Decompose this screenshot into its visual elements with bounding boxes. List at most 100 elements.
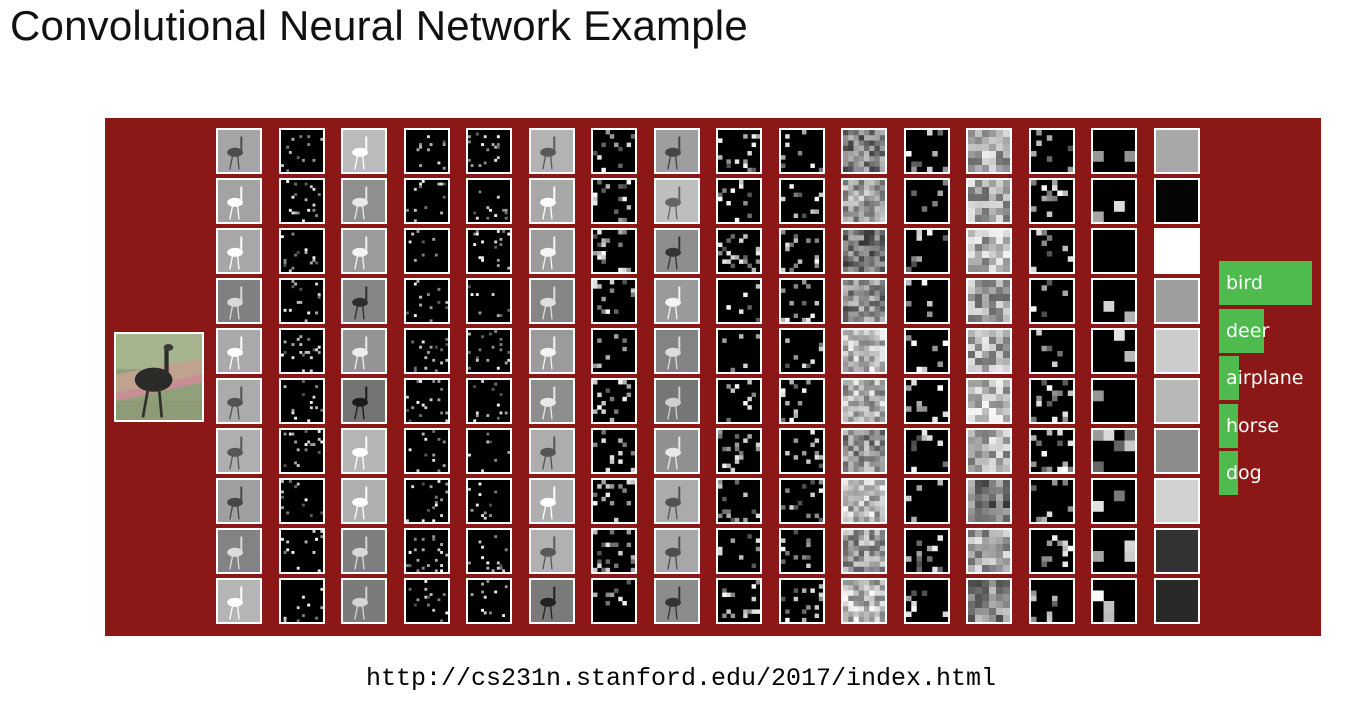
- activation-map-tile: [1153, 178, 1200, 224]
- activation-map-image: [530, 280, 573, 322]
- activation-map-tile: [466, 228, 512, 274]
- activation-map-image: [843, 530, 885, 572]
- activation-map-tile: [778, 378, 825, 424]
- activation-map-image: [655, 580, 698, 622]
- activation-map-image: [968, 380, 1010, 422]
- activation-map-image: [780, 330, 823, 372]
- activation-map-image: [405, 230, 448, 272]
- activation-map-image: [593, 330, 635, 372]
- activation-map-tile: [1091, 228, 1137, 274]
- activation-map-tile: [403, 178, 450, 224]
- activation-map-image: [1093, 430, 1135, 472]
- activation-map-image: [905, 230, 948, 272]
- activation-map-tile: [1028, 328, 1075, 374]
- activation-map-tile: [778, 578, 825, 624]
- activation-map-image: [1155, 580, 1198, 622]
- activation-map-image: [593, 580, 635, 622]
- activation-map-tile: [1028, 178, 1075, 224]
- activation-map-tile: [1153, 228, 1200, 274]
- activation-map-image: [280, 230, 323, 272]
- activation-map-tile: [528, 578, 575, 624]
- activation-map-tile: [403, 278, 450, 324]
- activation-map-image: [530, 180, 573, 222]
- activation-map-image: [218, 280, 260, 322]
- activation-map-image: [843, 380, 885, 422]
- activation-map-tile: [1028, 528, 1075, 574]
- activation-map-image: [530, 530, 573, 572]
- activation-map-tile: [1028, 128, 1075, 174]
- activation-map-image: [905, 430, 948, 472]
- activation-map-tile: [653, 528, 700, 574]
- activation-map-tile: [841, 278, 887, 324]
- activation-map-tile: [841, 328, 887, 374]
- activation-map-image: [1093, 130, 1135, 172]
- activation-map-image: [468, 230, 510, 272]
- activation-map-image: [468, 280, 510, 322]
- activation-map-image: [405, 330, 448, 372]
- activation-map-image: [655, 430, 698, 472]
- activation-map-image: [968, 180, 1010, 222]
- activation-map-tile: [653, 578, 700, 624]
- activation-map-image: [343, 230, 385, 272]
- activation-map-image: [343, 580, 385, 622]
- activation-map-image: [1093, 180, 1135, 222]
- activation-map-tile: [278, 278, 325, 324]
- activation-map-tile: [591, 328, 637, 374]
- activation-map-image: [780, 530, 823, 572]
- activation-map-image: [280, 280, 323, 322]
- activation-map-tile: [841, 578, 887, 624]
- activation-map-tile: [591, 478, 637, 524]
- activation-map-tile: [1028, 478, 1075, 524]
- activation-map-image: [655, 380, 698, 422]
- activation-map-image: [905, 180, 948, 222]
- activation-map-image: [343, 280, 385, 322]
- activation-map-image: [905, 280, 948, 322]
- activation-map-tile: [903, 128, 950, 174]
- activation-map-image: [405, 180, 448, 222]
- activation-map-image: [780, 230, 823, 272]
- activation-map-image: [468, 580, 510, 622]
- source-url[interactable]: http://cs231n.stanford.edu/2017/index.ht…: [365, 664, 997, 693]
- activation-map-tile: [716, 378, 762, 424]
- activation-map-image: [1155, 230, 1198, 272]
- activation-map-image: [1155, 380, 1198, 422]
- activation-map-tile: [278, 578, 325, 624]
- activation-map-tile: [528, 478, 575, 524]
- activation-map-image: [530, 480, 573, 522]
- activation-map-image: [1030, 430, 1073, 472]
- activation-map-tile: [966, 328, 1012, 374]
- activation-map-image: [530, 430, 573, 472]
- activation-map-image: [655, 280, 698, 322]
- activation-map-tile: [403, 228, 450, 274]
- activation-map-image: [218, 180, 260, 222]
- activation-map-image: [218, 530, 260, 572]
- activation-map-image: [1093, 330, 1135, 372]
- activation-map-image: [1030, 380, 1073, 422]
- activation-map-tile: [1028, 278, 1075, 324]
- prediction-label-dog: dog: [1226, 462, 1262, 484]
- activation-map-tile: [1091, 428, 1137, 474]
- activation-map-image: [655, 530, 698, 572]
- activation-map-tile: [841, 178, 887, 224]
- activation-map-tile: [903, 178, 950, 224]
- activation-map-tile: [966, 528, 1012, 574]
- activation-map-tile: [1091, 328, 1137, 374]
- activation-map-tile: [466, 178, 512, 224]
- activation-map-image: [843, 480, 885, 522]
- activation-map-image: [780, 430, 823, 472]
- activation-map-tile: [528, 178, 575, 224]
- activation-map-image: [968, 480, 1010, 522]
- activation-map-tile: [1153, 128, 1200, 174]
- activation-map-image: [1155, 180, 1198, 222]
- activation-map-image: [405, 480, 448, 522]
- activation-map-image: [405, 530, 448, 572]
- activation-map-tile: [1153, 278, 1200, 324]
- activation-map-tile: [466, 278, 512, 324]
- activation-map-image: [655, 230, 698, 272]
- activation-map-tile: [1028, 578, 1075, 624]
- activation-map-image: [343, 480, 385, 522]
- prediction-bar-horse: [1219, 403, 1238, 448]
- activation-map-image: [843, 330, 885, 372]
- activation-map-image: [343, 130, 385, 172]
- activation-map-tile: [466, 378, 512, 424]
